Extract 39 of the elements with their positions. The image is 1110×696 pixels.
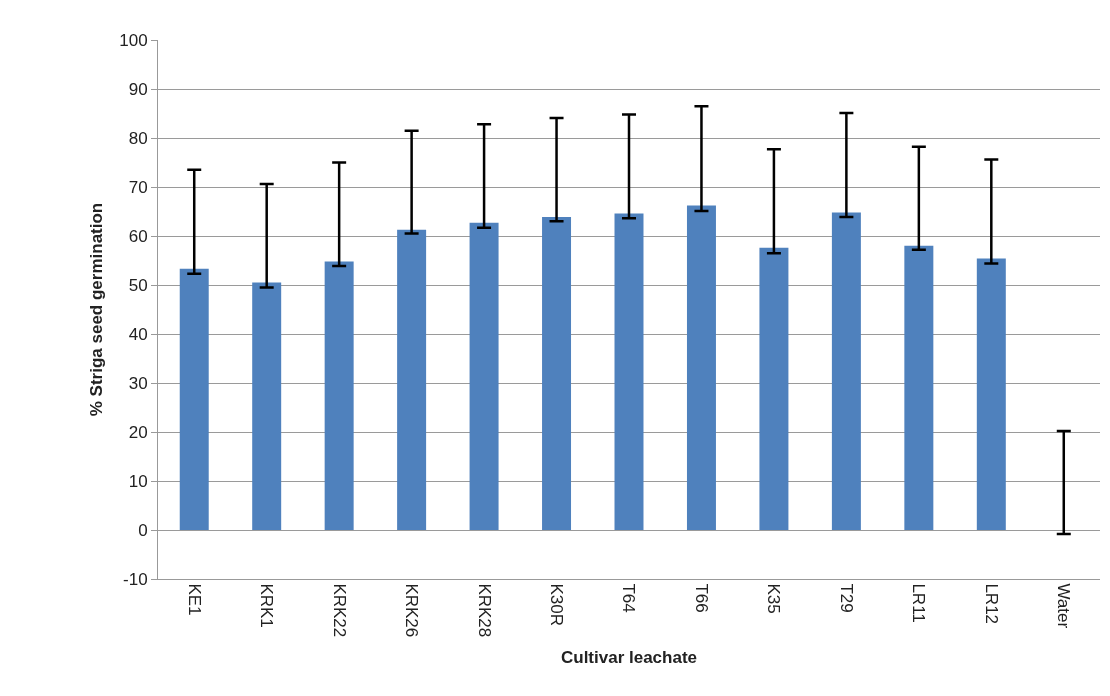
bar: [831, 212, 861, 530]
y-tick-label: 30: [128, 373, 148, 393]
bar: [542, 216, 572, 530]
y-tick-label: 100: [119, 30, 148, 50]
x-tick-label: K35: [764, 583, 784, 614]
y-tick-label: 80: [128, 128, 148, 148]
x-tick-label: K30R: [547, 583, 567, 626]
y-tick-label: 0: [138, 520, 148, 540]
y-tick-label: 60: [128, 226, 148, 246]
x-tick-label: KRK22: [329, 583, 349, 638]
x-tick-label: T29: [836, 583, 856, 613]
bar: [179, 268, 209, 530]
bar: [759, 247, 789, 530]
bar: [904, 245, 934, 530]
x-tick-label: KRK1: [257, 583, 277, 628]
bar: [397, 229, 427, 530]
x-tick-label: Water: [1054, 583, 1074, 629]
bar: [614, 213, 644, 530]
x-axis-title: Cultivar leachate: [560, 647, 698, 667]
x-tick-label: T66: [691, 583, 711, 613]
y-axis-title: % Striga seed germination: [86, 202, 106, 417]
bar: [686, 205, 716, 530]
y-tick-label: 40: [128, 324, 148, 344]
y-tick-label: 10: [128, 471, 148, 491]
y-tick-label: 70: [128, 177, 148, 197]
x-tick-label: KRK26: [402, 583, 422, 638]
y-tick-label: -10: [123, 569, 148, 589]
x-tick-label: KRK28: [474, 583, 494, 638]
x-tick-label: LR11: [909, 583, 929, 623]
bar: [252, 282, 282, 530]
x-tick-label: T64: [619, 583, 639, 613]
bar: [976, 258, 1006, 530]
y-tick-label: 20: [128, 422, 148, 442]
bar: [469, 222, 499, 530]
y-tick-label: 90: [128, 79, 148, 99]
y-tick-label: 50: [128, 275, 148, 295]
bar: [324, 261, 354, 530]
x-tick-label: LR12: [981, 583, 1001, 625]
x-tick-label: KE1: [184, 583, 204, 616]
